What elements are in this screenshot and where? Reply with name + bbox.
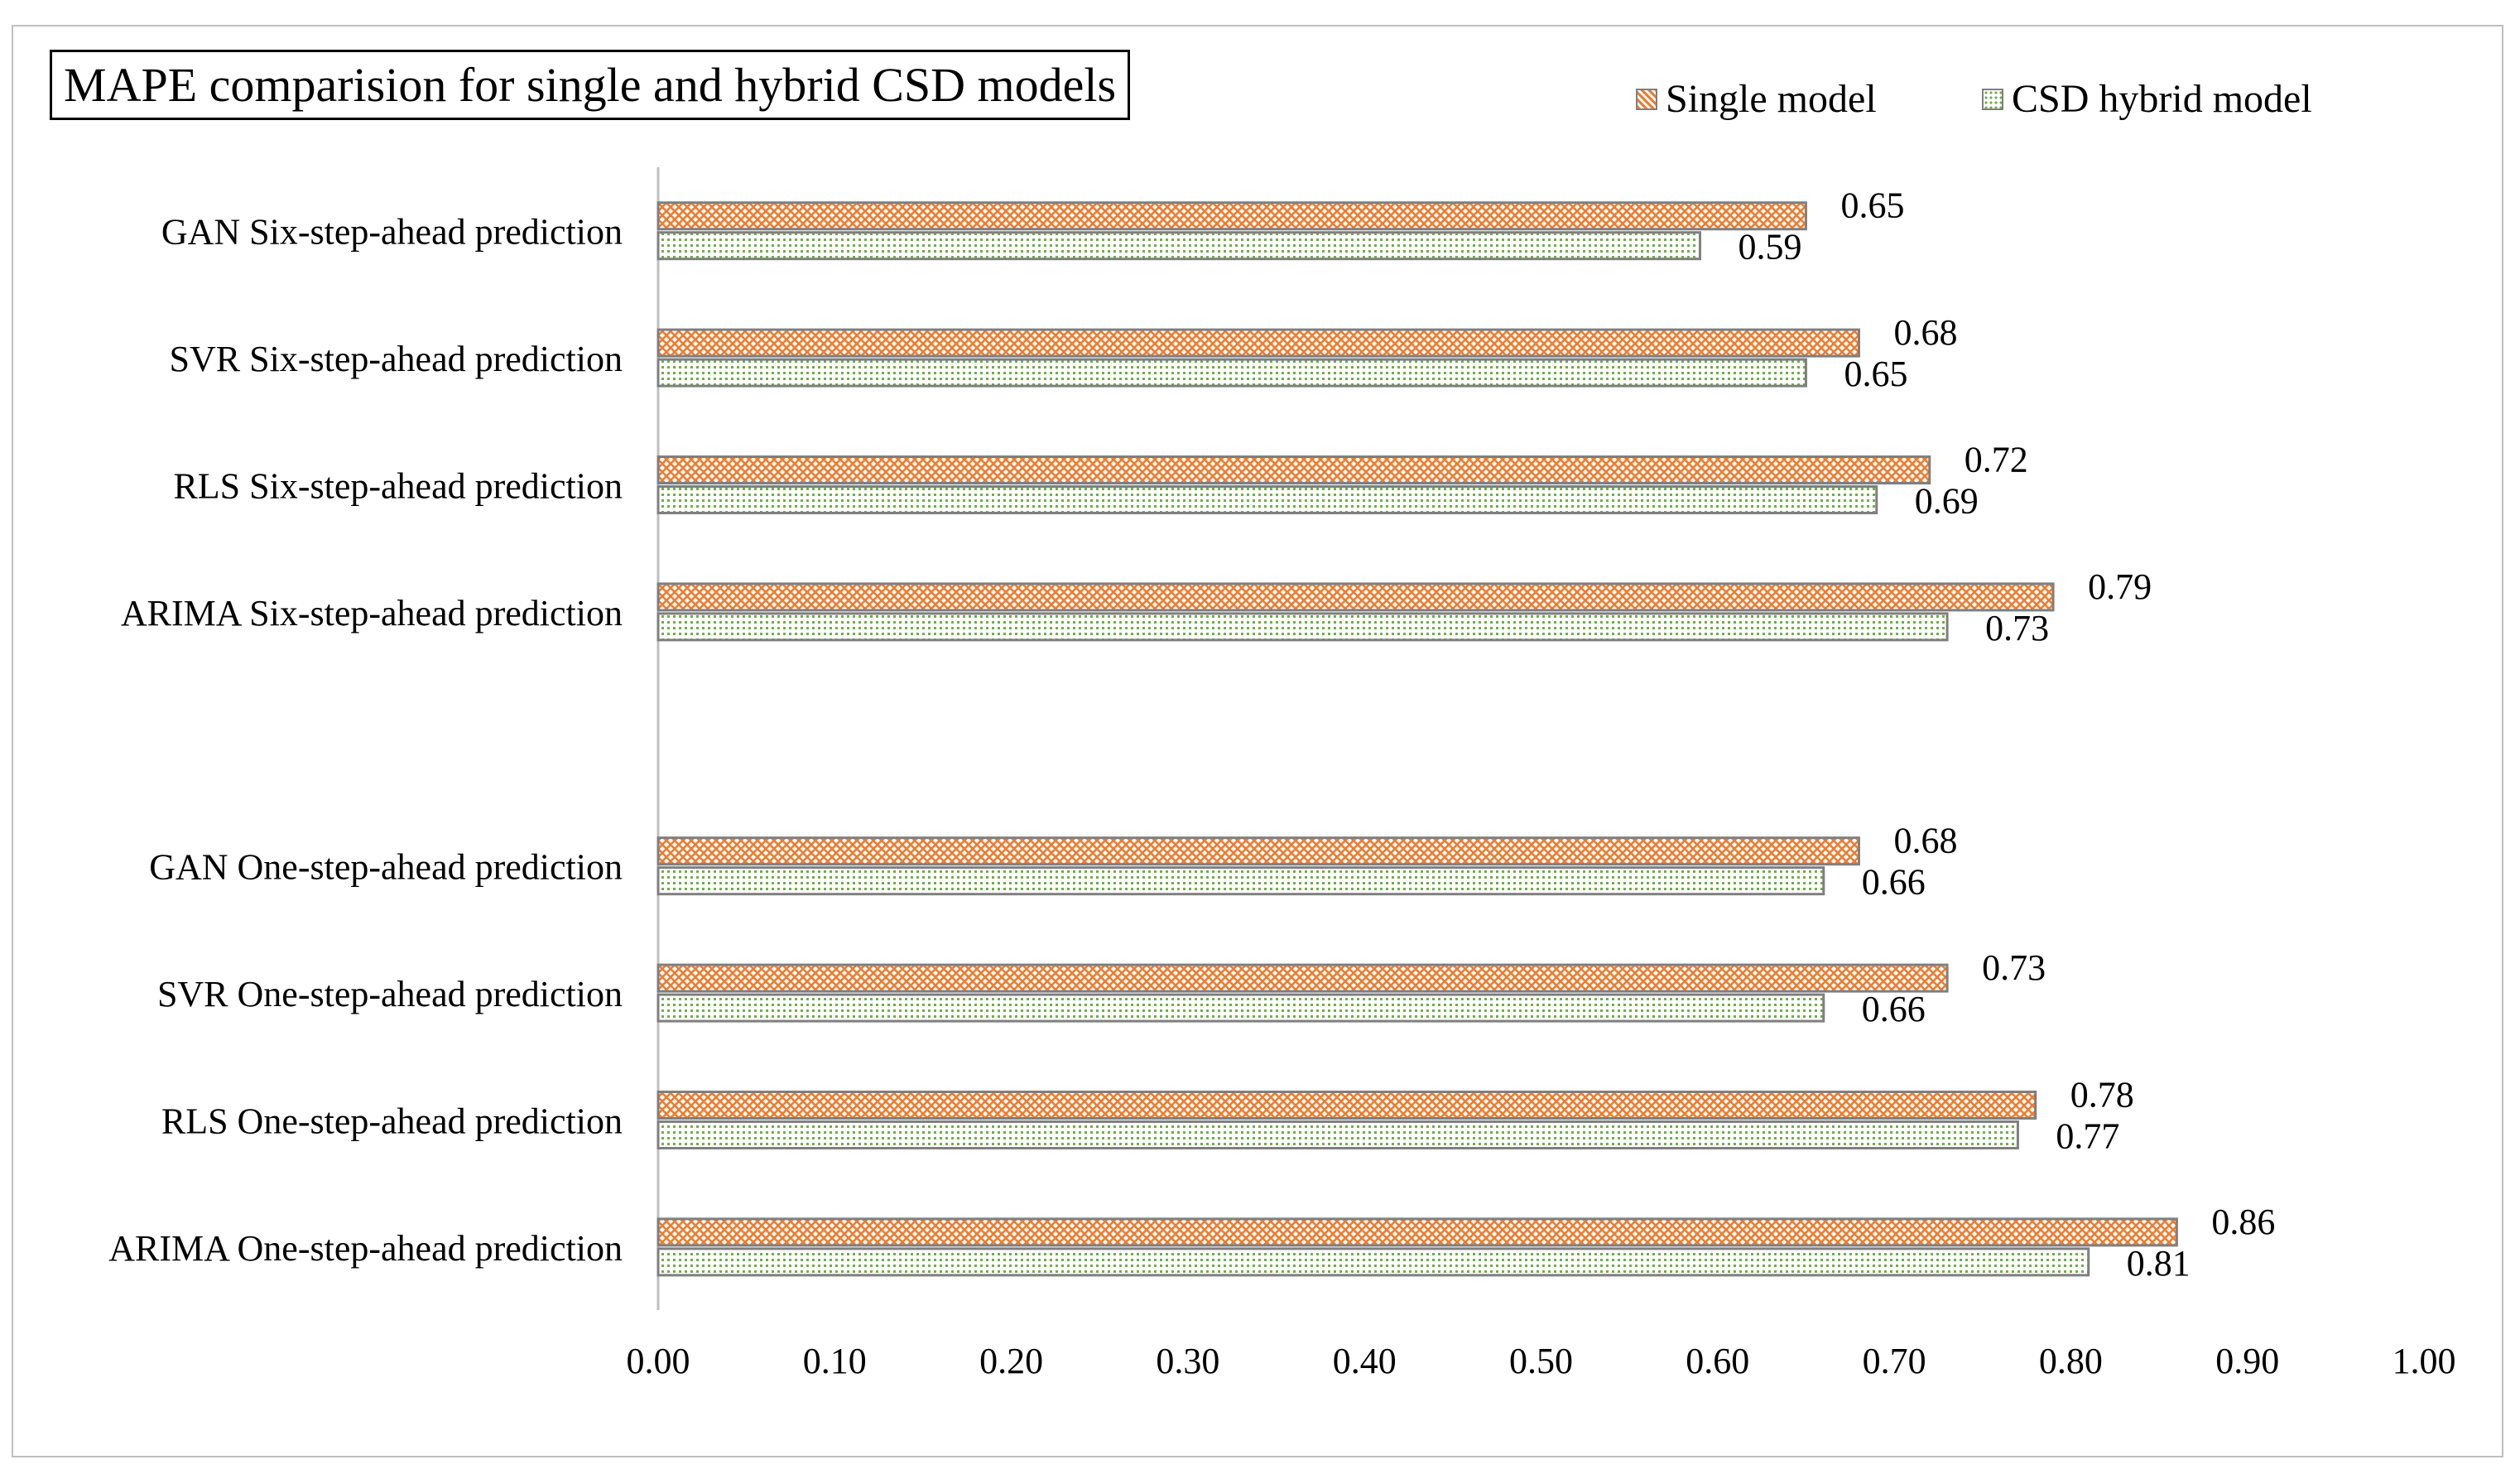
- x-tick-label: 0.90: [2215, 1341, 2279, 1381]
- legend-label-hybrid: CSD hybrid model: [2012, 77, 2312, 121]
- bar-single: [656, 1217, 2178, 1247]
- x-tick-label: 0.20: [979, 1341, 1043, 1381]
- value-label-hybrid: 0.81: [2127, 1243, 2191, 1284]
- value-label-hybrid: 0.73: [1985, 608, 2049, 648]
- value-label-single: 0.68: [1893, 821, 1957, 861]
- chart-title: MAPE comparision for single and hybrid C…: [50, 50, 1131, 120]
- value-label-hybrid: 0.69: [1915, 481, 1979, 522]
- value-label-single: 0.72: [1965, 440, 2028, 480]
- x-tick-label: 0.40: [1333, 1341, 1397, 1381]
- x-tick-label: 0.80: [2039, 1341, 2103, 1381]
- value-label-hybrid: 0.66: [1862, 862, 1926, 903]
- legend-item-single: Single model: [1636, 76, 1877, 122]
- bar-hybrid: [656, 993, 1825, 1023]
- category-label: ARIMA Six-step-ahead prediction: [121, 593, 623, 634]
- legend-swatch-hybrid-icon: [1982, 88, 2003, 110]
- category-label: GAN One-step-ahead prediction: [149, 847, 623, 888]
- category-label: RLS One-step-ahead prediction: [161, 1101, 623, 1142]
- category-label: ARIMA One-step-ahead prediction: [108, 1228, 623, 1269]
- bar-hybrid: [656, 612, 1949, 642]
- legend-label-single: Single model: [1666, 77, 1877, 121]
- value-label-single: 0.73: [1982, 947, 2046, 988]
- legend-item-hybrid: CSD hybrid model: [1982, 76, 2312, 122]
- bar-hybrid: [656, 1247, 2090, 1277]
- value-label-hybrid: 0.77: [2056, 1116, 2119, 1157]
- value-label-single: 0.65: [1840, 185, 1904, 226]
- x-tick-label: 1.00: [2393, 1341, 2456, 1381]
- value-label-single: 0.79: [2088, 566, 2152, 607]
- value-label-hybrid: 0.59: [1738, 227, 1801, 267]
- bar-single: [656, 455, 1931, 484]
- bar-single: [656, 328, 1860, 358]
- value-label-single: 0.86: [2211, 1202, 2275, 1242]
- bar-single: [656, 836, 1860, 866]
- value-label-single: 0.78: [2070, 1075, 2134, 1115]
- bar-hybrid: [656, 358, 1807, 388]
- category-labels: GAN Six-step-ahead prediction SVR Six-ste…: [108, 212, 623, 1269]
- x-tick-label: 0.30: [1156, 1341, 1219, 1381]
- bar-single: [656, 1091, 2037, 1120]
- value-label-hybrid: 0.65: [1844, 354, 1907, 394]
- x-tick-label: 0.00: [627, 1341, 690, 1381]
- legend-swatch-single-icon: [1636, 88, 1657, 110]
- bar-single: [656, 201, 1807, 231]
- category-label: SVR Six-step-ahead prediction: [170, 339, 623, 379]
- bar-hybrid: [656, 866, 1825, 896]
- value-labels: 0.650.590.680.650.720.690.790.730.680.66…: [1738, 185, 2275, 1284]
- bar-hybrid: [656, 485, 1878, 514]
- bar-single: [656, 963, 1949, 993]
- category-label: RLS Six-step-ahead prediction: [173, 466, 623, 507]
- x-tick-label: 0.70: [1863, 1341, 1926, 1381]
- category-label: GAN Six-step-ahead prediction: [161, 212, 623, 253]
- x-tick-label: 0.50: [1509, 1341, 1573, 1381]
- bar-hybrid: [656, 231, 1701, 261]
- x-tick-label: 0.60: [1686, 1341, 1749, 1381]
- bars-layer: [656, 201, 2178, 1277]
- bar-hybrid: [656, 1120, 2019, 1149]
- x-tick-label: 0.10: [803, 1341, 867, 1381]
- bar-single: [656, 582, 2055, 612]
- tick-labels: 0.00 0.10 0.20 0.30 0.40 0.50 0.60 0.70 0.80 0.90…: [627, 1341, 2456, 1381]
- value-label-hybrid: 0.66: [1862, 989, 1926, 1029]
- category-label: SVR One-step-ahead prediction: [157, 974, 623, 1014]
- value-label-single: 0.68: [1893, 312, 1957, 353]
